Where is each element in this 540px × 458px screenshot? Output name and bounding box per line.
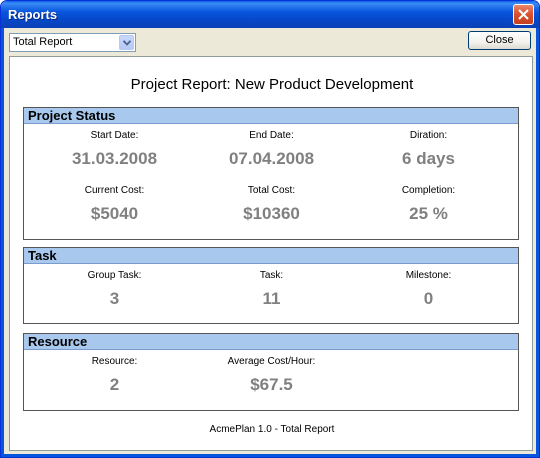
window-frame-right bbox=[536, 28, 539, 457]
report-type-value: Total Report bbox=[13, 36, 73, 48]
window-frame-left bbox=[1, 28, 4, 457]
milestone-cell: Milestone: 0 bbox=[346, 270, 511, 309]
current-cost-cell: Current Cost: $5040 bbox=[32, 185, 197, 224]
task-group: Task Group Task: 3 Task: 11 Milestone: 0 bbox=[23, 247, 519, 324]
report-footer: AcmePlan 1.0 - Total Report bbox=[209, 424, 335, 435]
dropdown-button[interactable] bbox=[119, 35, 134, 50]
group-task-label: Group Task: bbox=[87, 270, 142, 281]
total-cost-cell: Total Cost: $10360 bbox=[189, 185, 354, 224]
report-panel: Project Report: New Product Development … bbox=[9, 56, 533, 451]
avg-cost-label: Average Cost/Hour: bbox=[227, 356, 316, 367]
start-date-cell: Start Date: 31.03.2008 bbox=[32, 130, 197, 169]
current-cost-value: $5040 bbox=[90, 204, 139, 223]
report-type-select[interactable]: Total Report bbox=[9, 33, 136, 52]
chevron-down-icon bbox=[123, 40, 131, 46]
milestone-label: Milestone: bbox=[405, 270, 452, 281]
window-title: Reports bbox=[8, 7, 58, 22]
project-status-group: Project Status Start Date: 31.03.2008 En… bbox=[23, 107, 519, 240]
title-bar[interactable]: Reports bbox=[1, 1, 539, 28]
group-task-value: 3 bbox=[109, 289, 120, 308]
current-cost-label: Current Cost: bbox=[84, 185, 145, 196]
total-cost-label: Total Cost: bbox=[247, 185, 296, 196]
duration-label: Diration: bbox=[409, 130, 448, 141]
task-label: Task: bbox=[259, 270, 284, 281]
resource-group: Resource Resource: 2 Average Cost/Hour: … bbox=[23, 333, 519, 411]
resource-count-cell: Resource: 2 bbox=[32, 356, 197, 395]
report-title: Project Report: New Product Development bbox=[130, 76, 414, 93]
duration-cell: Diration: 6 days bbox=[346, 130, 511, 169]
resource-header: Resource bbox=[24, 334, 518, 350]
end-date-value: 07.04.2008 bbox=[228, 149, 315, 168]
completion-label: Completion: bbox=[401, 185, 456, 196]
end-date-label: End Date: bbox=[249, 130, 294, 141]
start-date-label: Start Date: bbox=[90, 130, 139, 141]
milestone-value: 0 bbox=[423, 289, 434, 308]
end-date-cell: End Date: 07.04.2008 bbox=[189, 130, 354, 169]
close-button[interactable]: Close bbox=[468, 31, 531, 50]
project-status-header: Project Status bbox=[24, 108, 518, 124]
task-value: 11 bbox=[262, 289, 281, 308]
resource-count-label: Resource: bbox=[91, 356, 138, 367]
window-close-button[interactable] bbox=[513, 4, 534, 25]
resource-count-value: 2 bbox=[109, 375, 120, 394]
completion-cell: Completion: 25 % bbox=[346, 185, 511, 224]
total-cost-value: $10360 bbox=[243, 204, 300, 223]
start-date-value: 31.03.2008 bbox=[71, 149, 158, 168]
avg-cost-cell: Average Cost/Hour: $67.5 bbox=[189, 356, 354, 395]
window-frame-bottom bbox=[1, 454, 539, 457]
duration-value: 6 days bbox=[402, 149, 455, 168]
task-cell: Task: 11 bbox=[189, 270, 354, 309]
completion-value: 25 % bbox=[409, 204, 448, 223]
avg-cost-value: $67.5 bbox=[250, 375, 293, 394]
group-task-cell: Group Task: 3 bbox=[32, 270, 197, 309]
task-header: Task bbox=[24, 248, 518, 264]
close-icon bbox=[518, 9, 529, 20]
